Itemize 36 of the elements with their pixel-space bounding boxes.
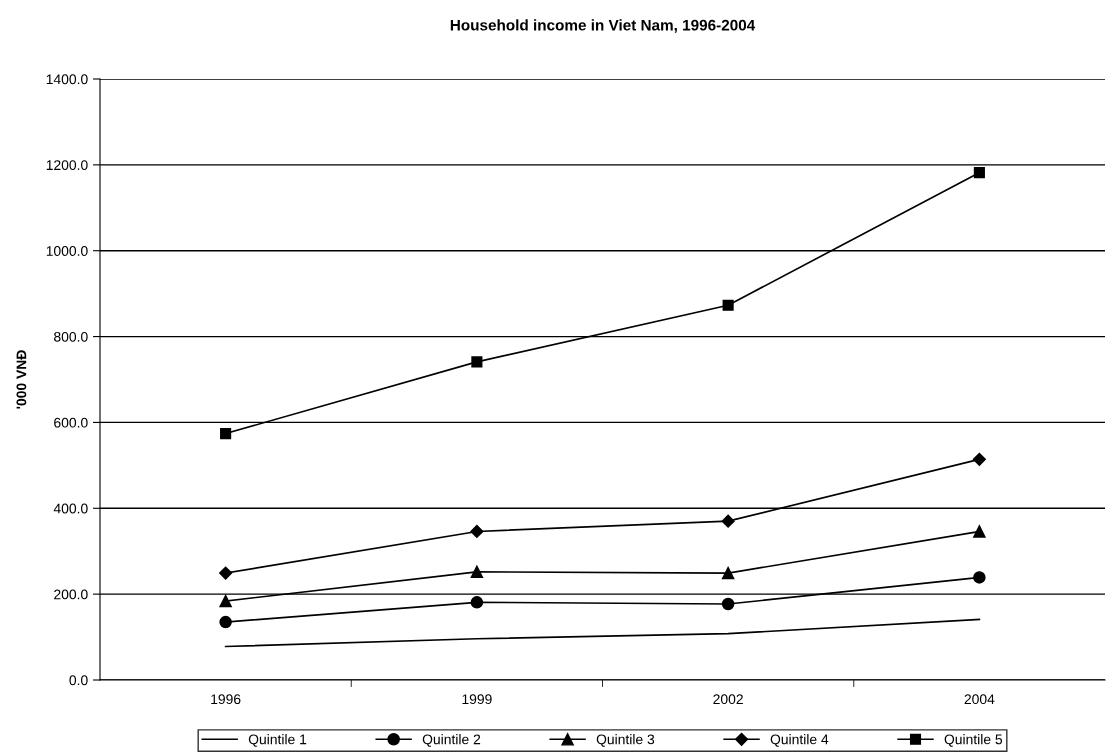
point: [219, 615, 232, 629]
y-axis-title: '000 VNĐ: [16, 350, 27, 409]
point: [721, 514, 735, 528]
point: [721, 566, 735, 580]
point: [973, 167, 985, 179]
legend-label: Quintile 5: [944, 734, 1003, 747]
point: [471, 356, 483, 368]
y-tick-label: 400.0: [53, 503, 88, 514]
point: [972, 452, 986, 466]
x-tick-label: 1999: [462, 694, 492, 705]
y-tick-label: 0.0: [69, 675, 88, 686]
x-tick-label: 1996: [211, 694, 241, 705]
point: [470, 565, 484, 579]
y-tick-label: 1200.0: [46, 160, 88, 171]
point: [973, 525, 986, 538]
y-tick-label: 600.0: [54, 417, 88, 428]
legend-label: Quintile 2: [422, 734, 481, 747]
legend-label: Quintile 1: [248, 734, 307, 747]
point: [220, 428, 232, 440]
legend-label: Quintile 4: [770, 734, 829, 747]
point: [973, 571, 986, 584]
line-series: [224, 618, 981, 648]
point: [722, 299, 734, 311]
y-tick-label: 200.0: [54, 589, 88, 600]
chart-title: Household income in Viet Nam, 1996-2004: [450, 19, 756, 33]
point: [470, 596, 484, 609]
y-tick-label: 1400.0: [46, 74, 88, 85]
point: [470, 524, 484, 539]
y-tick-label: 800.0: [54, 331, 88, 342]
point: [219, 566, 233, 580]
y-tick-label: 1000.0: [46, 246, 88, 256]
point: [219, 594, 232, 608]
legend-label: Quintile 3: [596, 734, 655, 747]
x-tick-label: 2004: [964, 694, 995, 705]
point: [721, 597, 735, 611]
x-tick-label: 2002: [713, 694, 743, 705]
